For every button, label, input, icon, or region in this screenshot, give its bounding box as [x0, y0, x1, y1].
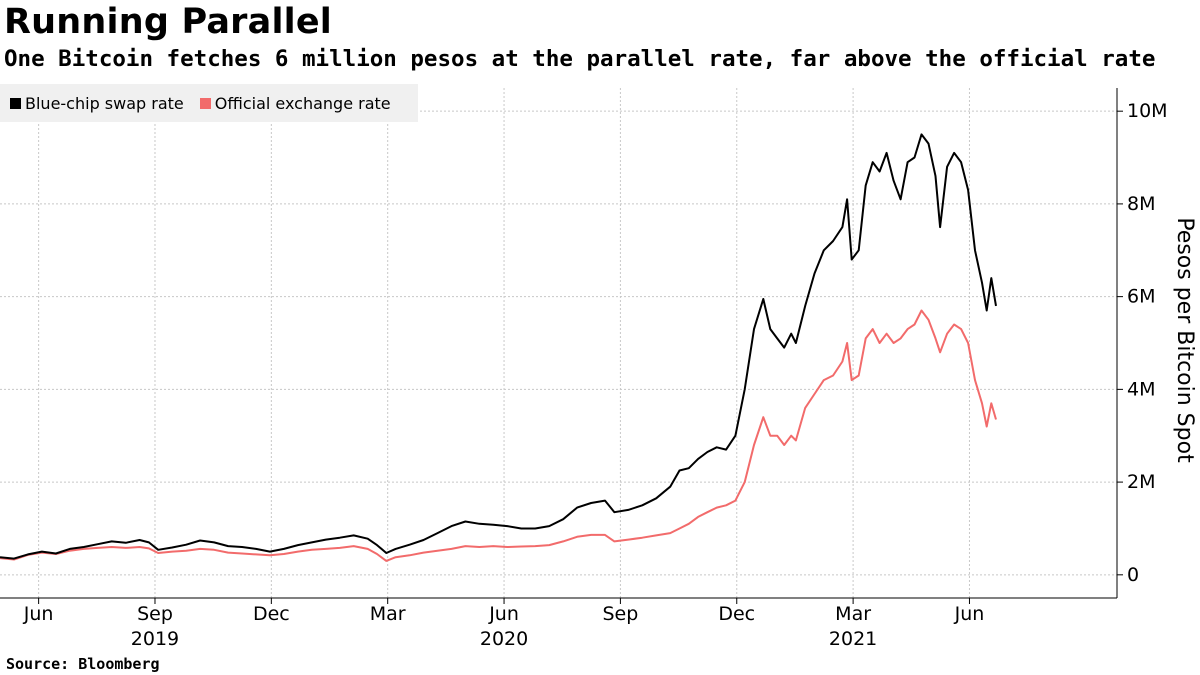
y-axis-label: Pesos per Bitcoin Spot	[1172, 217, 1197, 463]
series-line-official	[0, 309, 997, 562]
legend-label-blue-chip: Blue-chip swap rate	[25, 93, 184, 113]
chart-title: Running Parallel	[4, 2, 332, 42]
x-year-label: 2019	[131, 628, 179, 650]
x-tick-label: Mar	[370, 603, 406, 625]
axes: 0 2M 4M 6M 8M 10M Jun Sep Dec Mar Jun Sep Dec Mar Jun 2…	[0, 88, 1168, 650]
chart-legend: Blue-chip swap rate Official exchange ra…	[0, 84, 418, 122]
x-tick-label: Jun	[954, 603, 985, 625]
series-lines	[0, 133, 997, 562]
x-tick-label: Dec	[253, 603, 290, 625]
x-year-label: 2021	[829, 628, 877, 650]
legend-swatch-official	[199, 97, 211, 109]
chart-subtitle: One Bitcoin fetches 6 million pesos at t…	[4, 46, 1156, 72]
y-tick-label: 4M	[1127, 378, 1155, 400]
x-tick-label: Jun	[23, 603, 54, 625]
x-tick-label: Sep	[602, 603, 638, 625]
series-line-blue-chip	[0, 133, 997, 560]
source-note: Source: Bloomberg	[6, 655, 160, 673]
legend-swatch-blue-chip	[10, 97, 21, 109]
y-tick-label: 2M	[1127, 471, 1155, 493]
legend-label-official: Official exchange rate	[214, 93, 391, 113]
legend-item-blue-chip: Blue-chip swap rate	[10, 94, 184, 113]
x-year-label: 2020	[480, 628, 528, 650]
y-tick-label: 8M	[1127, 193, 1155, 215]
x-tick-label: Sep	[137, 603, 173, 625]
x-tick-label: Jun	[488, 603, 519, 625]
y-tick-label: 10M	[1127, 100, 1168, 122]
grid-lines	[0, 88, 1117, 598]
y-tick-label: 0	[1127, 564, 1139, 586]
x-tick-label: Mar	[835, 603, 871, 625]
x-tick-label: Dec	[718, 603, 755, 625]
y-tick-label: 6M	[1127, 286, 1155, 308]
legend-item-official: Official exchange rate	[199, 93, 391, 113]
